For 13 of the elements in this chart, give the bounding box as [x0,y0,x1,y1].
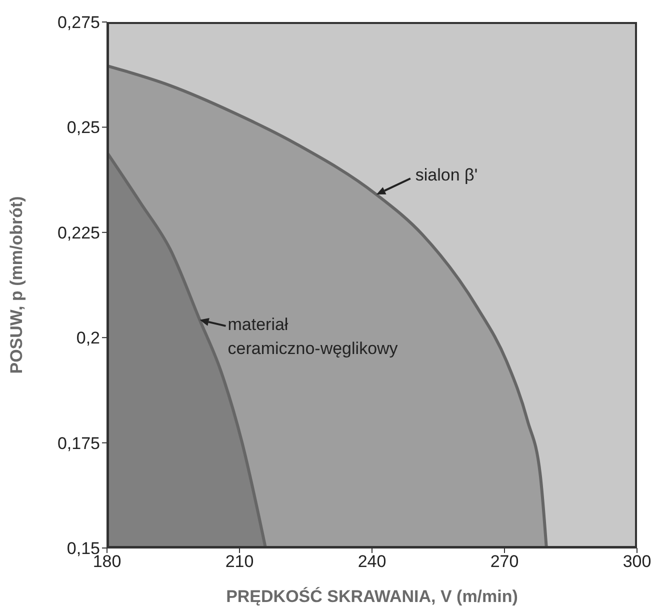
series-label: sialon β' [415,166,478,185]
x-axis-title: PRĘDKOŚĆ SKRAWANIA, V (m/min) [226,586,518,606]
x-tick-label: 270 [490,552,519,572]
series-label: materiał ceramiczno-węglikowy [228,314,398,358]
y-tick-label: 0,2 [76,328,100,348]
y-tick-label: 0,275 [57,13,100,32]
y-tick-label: 0,25 [66,118,100,138]
y-tick-label: 0,225 [57,223,100,242]
x-tick-label: 210 [225,552,254,572]
x-tick-label: 240 [358,552,386,572]
x-tick-label: 300 [622,552,652,572]
y-axis-title: POSUW, p (mm/obrót) [7,196,26,374]
y-tick-label: 0,175 [57,434,100,453]
